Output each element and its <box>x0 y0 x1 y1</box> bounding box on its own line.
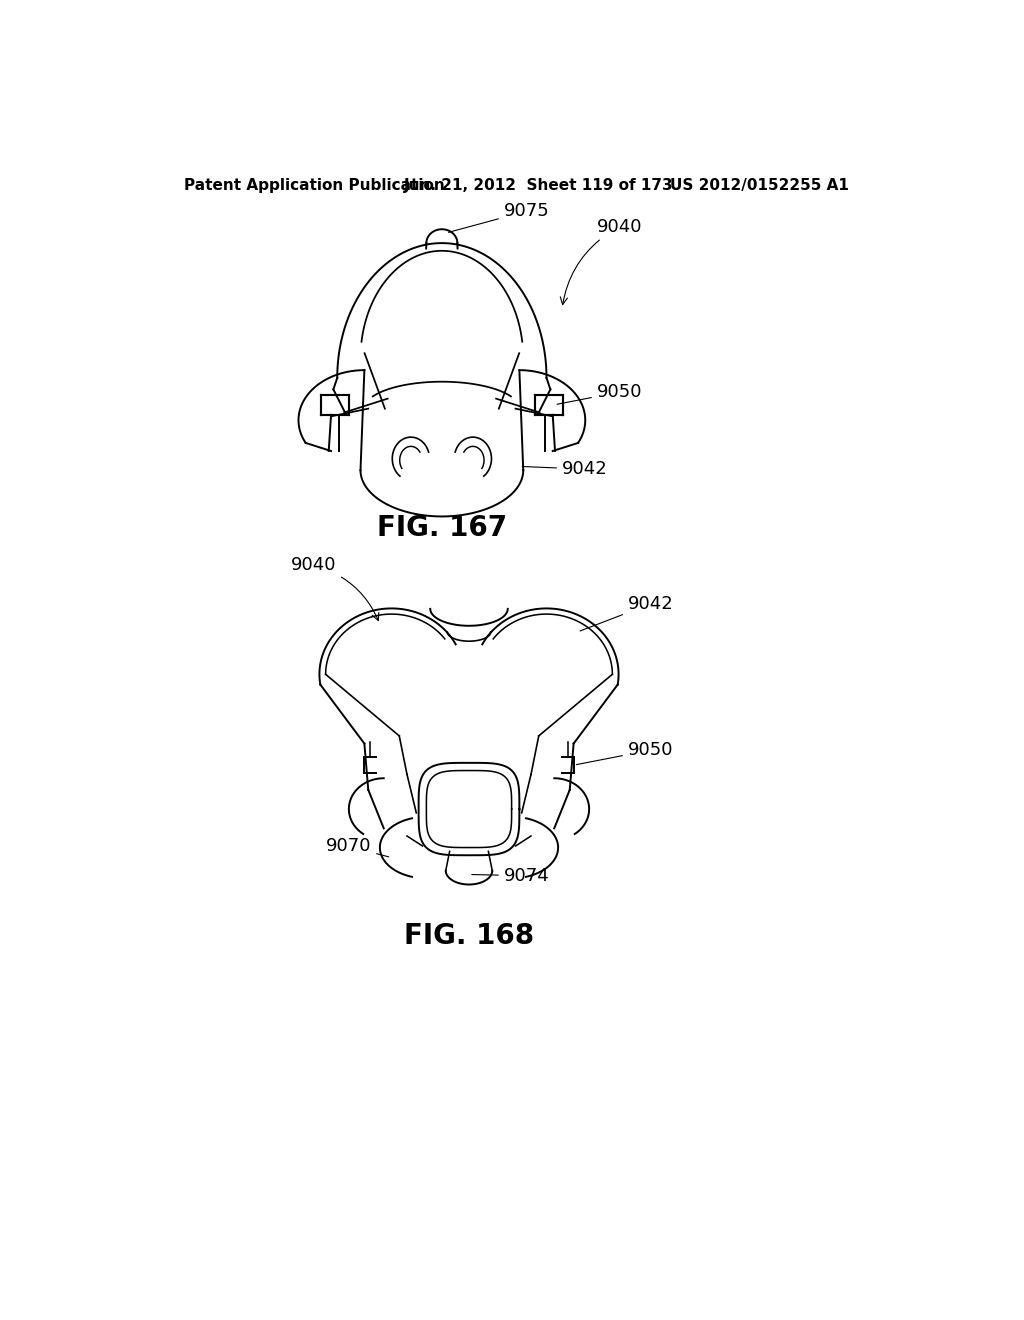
Text: 9042: 9042 <box>522 461 608 478</box>
Text: 9070: 9070 <box>326 837 389 857</box>
Text: 9075: 9075 <box>449 202 550 232</box>
Text: 9074: 9074 <box>472 867 550 884</box>
Text: 9050: 9050 <box>557 383 642 404</box>
Text: FIG. 168: FIG. 168 <box>403 923 535 950</box>
Text: FIG. 167: FIG. 167 <box>377 513 507 543</box>
Text: Patent Application Publication: Patent Application Publication <box>183 178 444 193</box>
Text: US 2012/0152255 A1: US 2012/0152255 A1 <box>671 178 849 193</box>
Text: 9040: 9040 <box>560 218 642 305</box>
Text: 9040: 9040 <box>291 556 379 620</box>
Text: 9042: 9042 <box>580 595 674 631</box>
Text: 9050: 9050 <box>577 741 674 764</box>
Text: Jun. 21, 2012  Sheet 119 of 173: Jun. 21, 2012 Sheet 119 of 173 <box>403 178 674 193</box>
